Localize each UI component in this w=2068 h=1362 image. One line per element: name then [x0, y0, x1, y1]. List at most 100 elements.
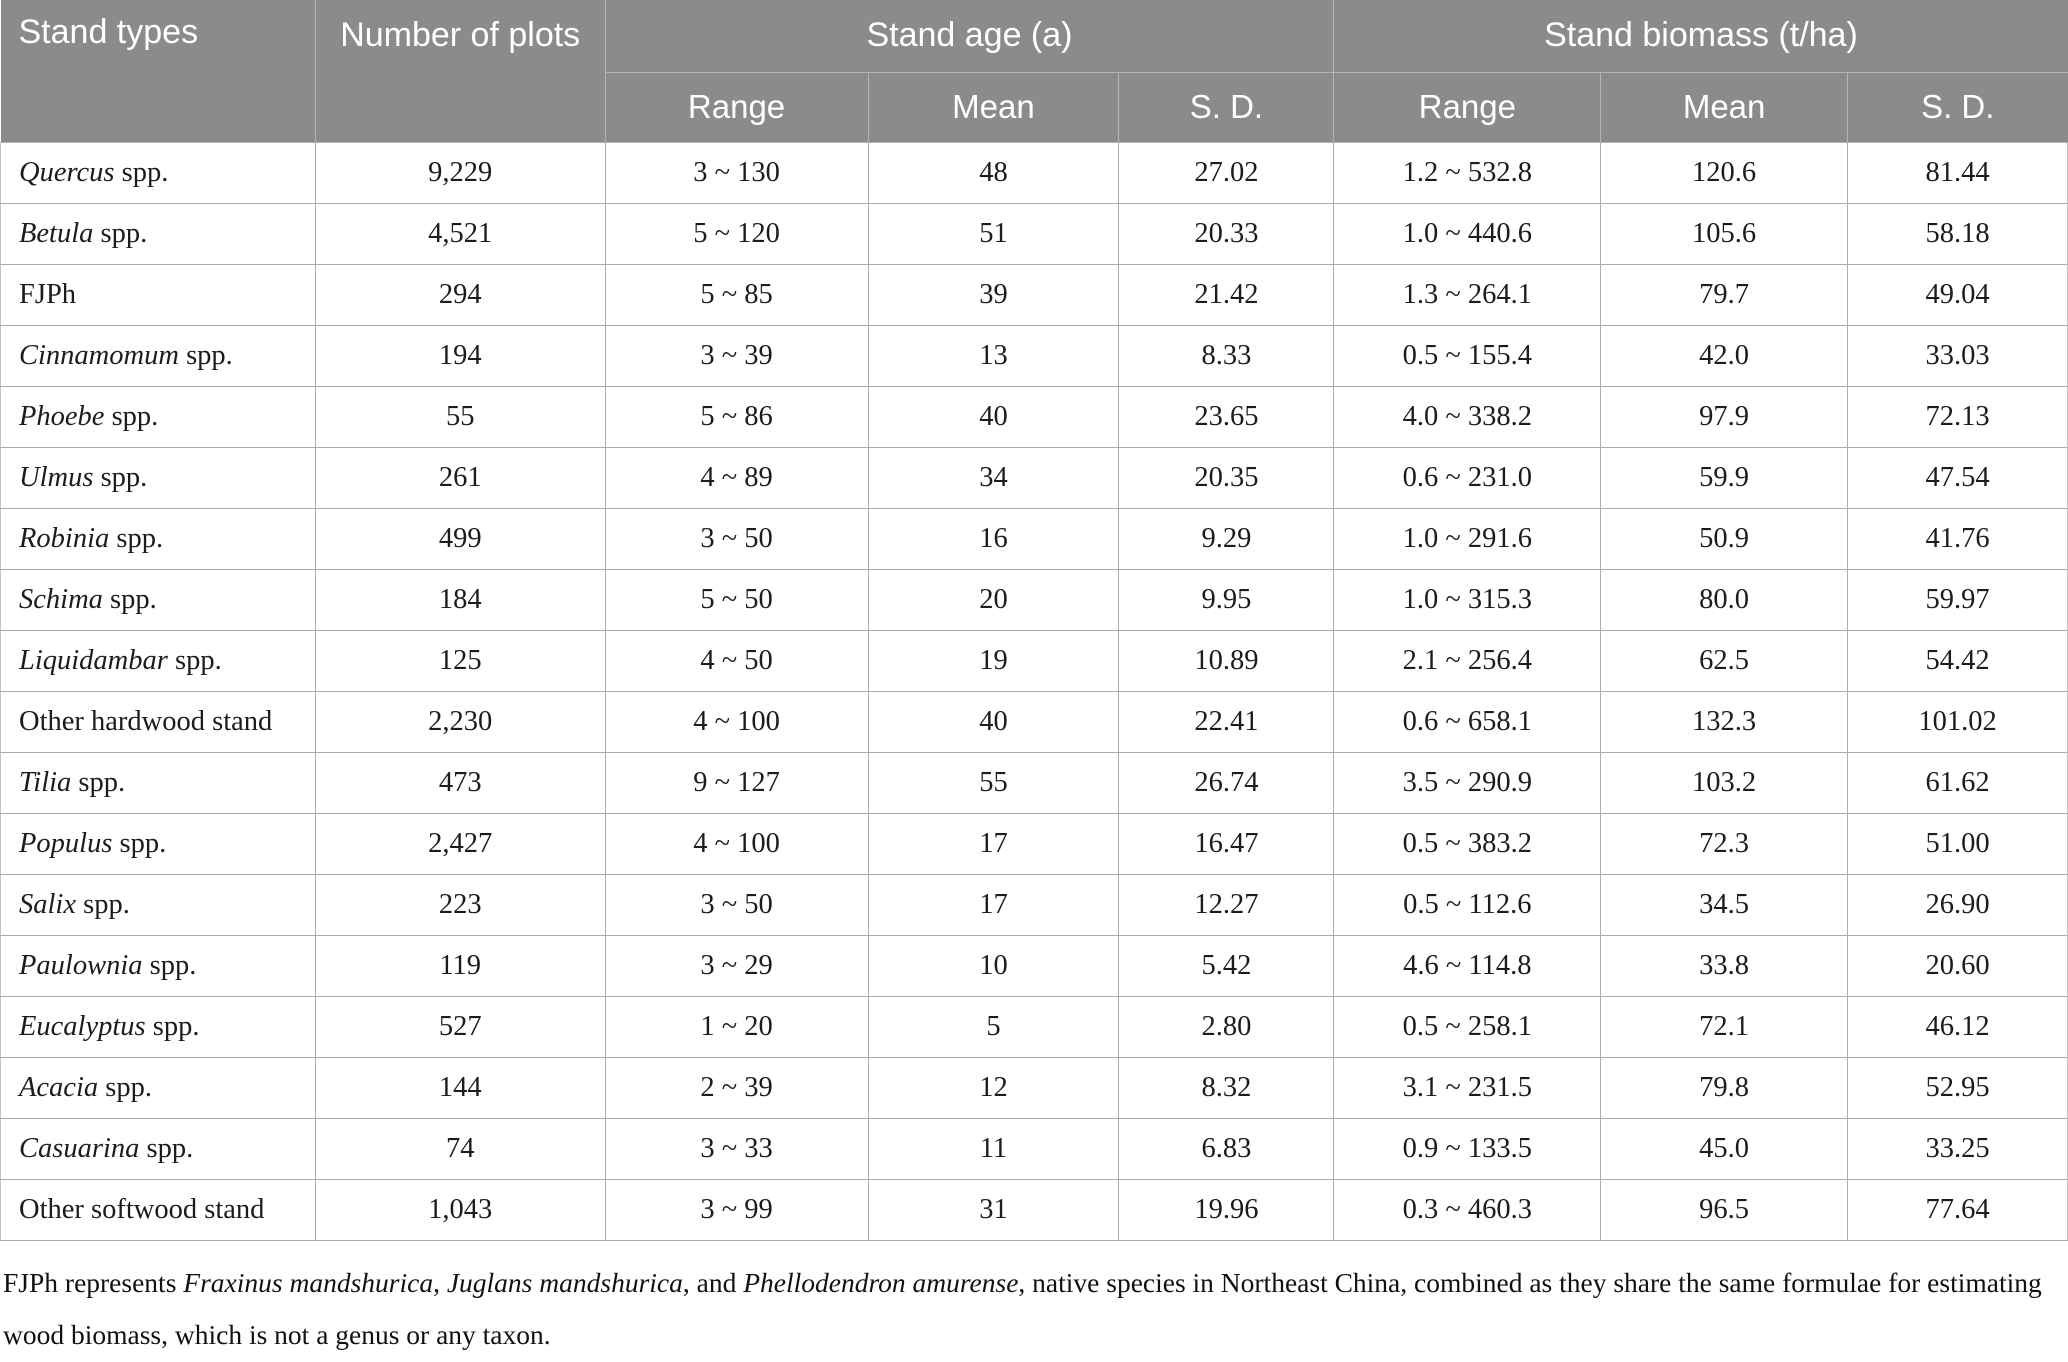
- cell-bio-mean: 45.0: [1601, 1118, 1848, 1179]
- cell-bio-sd: 20.60: [1848, 935, 2068, 996]
- cell-age-range: 4 ~ 100: [605, 813, 868, 874]
- cell-age-range: 5 ~ 86: [605, 386, 868, 447]
- header-cell-biomass-range: Range: [1334, 72, 1601, 142]
- cell-bio-mean: 103.2: [1601, 752, 1848, 813]
- cell-stand-type: Betula spp.: [1, 203, 316, 264]
- footnote-text: , and: [683, 1267, 743, 1298]
- header-cell-age-mean: Mean: [868, 72, 1119, 142]
- cell-age-sd: 9.95: [1119, 569, 1334, 630]
- cell-bio-sd: 61.62: [1848, 752, 2068, 813]
- cell-age-mean: 12: [868, 1057, 1119, 1118]
- cell-bio-mean: 62.5: [1601, 630, 1848, 691]
- cell-plots: 223: [315, 874, 605, 935]
- cell-age-sd: 22.41: [1119, 691, 1334, 752]
- cell-bio-mean: 79.8: [1601, 1057, 1848, 1118]
- cell-bio-sd: 41.76: [1848, 508, 2068, 569]
- cell-bio-range: 4.6 ~ 114.8: [1334, 935, 1601, 996]
- cell-age-range: 9 ~ 127: [605, 752, 868, 813]
- cell-stand-type: Populus spp.: [1, 813, 316, 874]
- cell-bio-range: 0.5 ~ 155.4: [1334, 325, 1601, 386]
- header-group-stand-biomass: Stand biomass (t/ha): [1334, 0, 2068, 72]
- cell-plots: 2,230: [315, 691, 605, 752]
- header-cell-biomass-sd: S. D.: [1848, 72, 2068, 142]
- cell-age-mean: 17: [868, 813, 1119, 874]
- cell-bio-range: 2.1 ~ 256.4: [1334, 630, 1601, 691]
- cell-stand-type: Other softwood stand: [1, 1179, 316, 1240]
- cell-bio-mean: 80.0: [1601, 569, 1848, 630]
- cell-plots: 119: [315, 935, 605, 996]
- cell-age-range: 4 ~ 50: [605, 630, 868, 691]
- cell-bio-sd: 52.95: [1848, 1057, 2068, 1118]
- cell-age-sd: 2.80: [1119, 996, 1334, 1057]
- cell-age-sd: 20.35: [1119, 447, 1334, 508]
- cell-stand-type: Acacia spp.: [1, 1057, 316, 1118]
- cell-bio-range: 1.0 ~ 440.6: [1334, 203, 1601, 264]
- cell-age-sd: 8.33: [1119, 325, 1334, 386]
- cell-bio-sd: 33.25: [1848, 1118, 2068, 1179]
- cell-bio-mean: 50.9: [1601, 508, 1848, 569]
- cell-bio-mean: 96.5: [1601, 1179, 1848, 1240]
- cell-bio-range: 1.0 ~ 315.3: [1334, 569, 1601, 630]
- cell-age-sd: 21.42: [1119, 264, 1334, 325]
- cell-plots: 194: [315, 325, 605, 386]
- cell-bio-sd: 101.02: [1848, 691, 2068, 752]
- cell-age-mean: 10: [868, 935, 1119, 996]
- cell-bio-range: 0.3 ~ 460.3: [1334, 1179, 1601, 1240]
- cell-plots: 125: [315, 630, 605, 691]
- cell-plots: 473: [315, 752, 605, 813]
- cell-age-sd: 20.33: [1119, 203, 1334, 264]
- cell-age-range: 3 ~ 33: [605, 1118, 868, 1179]
- cell-bio-range: 4.0 ~ 338.2: [1334, 386, 1601, 447]
- cell-age-sd: 23.65: [1119, 386, 1334, 447]
- cell-stand-type: Liquidambar spp.: [1, 630, 316, 691]
- cell-age-range: 5 ~ 50: [605, 569, 868, 630]
- stand-statistics-table: Stand types Number of plots Stand age (a…: [0, 0, 2068, 1241]
- cell-bio-mean: 34.5: [1601, 874, 1848, 935]
- cell-age-mean: 5: [868, 996, 1119, 1057]
- cell-age-sd: 10.89: [1119, 630, 1334, 691]
- cell-bio-mean: 72.3: [1601, 813, 1848, 874]
- cell-stand-type: Phoebe spp.: [1, 386, 316, 447]
- cell-bio-sd: 46.12: [1848, 996, 2068, 1057]
- cell-bio-sd: 77.64: [1848, 1179, 2068, 1240]
- cell-bio-mean: 59.9: [1601, 447, 1848, 508]
- cell-age-mean: 20: [868, 569, 1119, 630]
- cell-bio-sd: 72.13: [1848, 386, 2068, 447]
- cell-bio-range: 1.0 ~ 291.6: [1334, 508, 1601, 569]
- cell-stand-type: Casuarina spp.: [1, 1118, 316, 1179]
- cell-plots: 74: [315, 1118, 605, 1179]
- cell-age-mean: 17: [868, 874, 1119, 935]
- cell-age-range: 3 ~ 29: [605, 935, 868, 996]
- cell-bio-mean: 42.0: [1601, 325, 1848, 386]
- cell-bio-mean: 79.7: [1601, 264, 1848, 325]
- cell-bio-range: 0.5 ~ 383.2: [1334, 813, 1601, 874]
- footnote-species-name: Phellodendron amurense: [743, 1267, 1018, 1298]
- cell-plots: 2,427: [315, 813, 605, 874]
- header-cell-stand-types: Stand types: [1, 0, 316, 142]
- cell-bio-range: 0.6 ~ 658.1: [1334, 691, 1601, 752]
- cell-age-mean: 40: [868, 691, 1119, 752]
- cell-age-range: 3 ~ 39: [605, 325, 868, 386]
- cell-stand-type: Schima spp.: [1, 569, 316, 630]
- cell-bio-range: 0.5 ~ 112.6: [1334, 874, 1601, 935]
- cell-age-mean: 55: [868, 752, 1119, 813]
- cell-stand-type: Quercus spp.: [1, 142, 316, 203]
- cell-stand-type: Cinnamomum spp.: [1, 325, 316, 386]
- cell-bio-range: 0.5 ~ 258.1: [1334, 996, 1601, 1057]
- cell-bio-range: 0.9 ~ 133.5: [1334, 1118, 1601, 1179]
- cell-age-mean: 16: [868, 508, 1119, 569]
- cell-age-sd: 27.02: [1119, 142, 1334, 203]
- cell-stand-type: FJPh: [1, 264, 316, 325]
- cell-bio-mean: 120.6: [1601, 142, 1848, 203]
- cell-age-mean: 39: [868, 264, 1119, 325]
